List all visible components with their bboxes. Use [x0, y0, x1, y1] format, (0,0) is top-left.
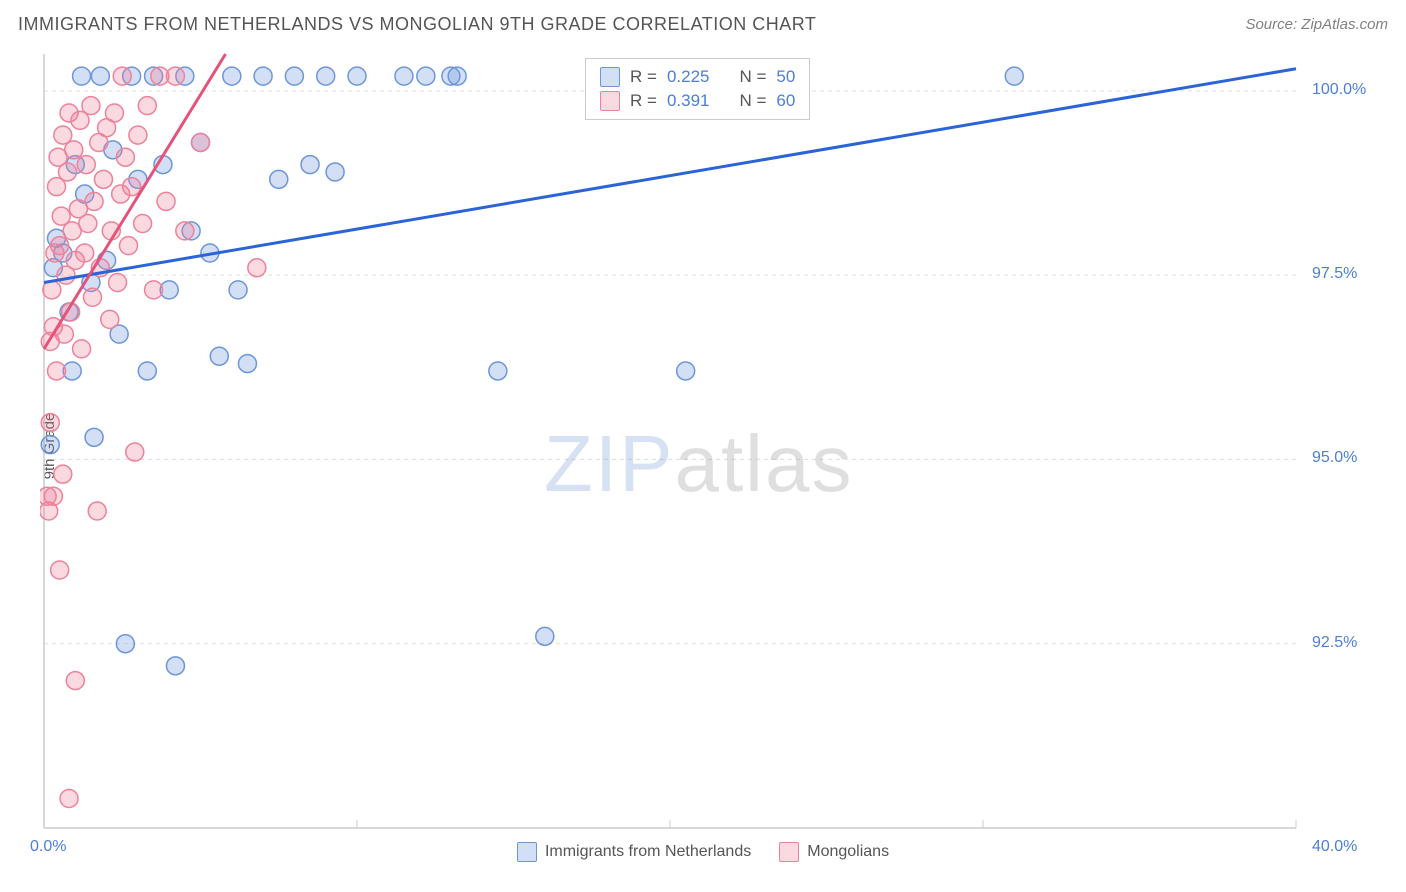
- legend-item-series1: Immigrants from Netherlands: [517, 842, 751, 862]
- header: IMMIGRANTS FROM NETHERLANDS VS MONGOLIAN…: [18, 14, 1388, 35]
- stats-row: R = 0.225 N = 50: [600, 65, 795, 89]
- legend-item-series2: Mongolians: [779, 842, 889, 862]
- legend-swatch-icon: [517, 842, 537, 862]
- chart-area: ZIPatlas R =0.225N =50R =0.391N =60: [40, 50, 1300, 832]
- stats-r-label: R =: [630, 67, 657, 87]
- stats-r-value: 0.391: [667, 91, 710, 111]
- stats-n-label: N =: [739, 91, 766, 111]
- stats-n-value: 60: [776, 91, 795, 111]
- source-attribution: Source: ZipAtlas.com: [1245, 16, 1388, 33]
- y-tick-label: 97.5%: [1312, 265, 1357, 283]
- stats-r-label: R =: [630, 91, 657, 111]
- legend-label: Mongolians: [807, 843, 889, 861]
- stats-n-label: N =: [739, 67, 766, 87]
- stats-swatch-icon: [600, 67, 620, 87]
- scatter-chart-svg: [40, 50, 1300, 832]
- legend-label: Immigrants from Netherlands: [545, 843, 751, 861]
- chart-title: IMMIGRANTS FROM NETHERLANDS VS MONGOLIAN…: [18, 14, 816, 35]
- stats-swatch-icon: [600, 91, 620, 111]
- stats-r-value: 0.225: [667, 67, 710, 87]
- correlation-stats-box: R = 0.225 N = 50 R = 0.391 N = 60: [585, 58, 810, 120]
- legend-swatch-icon: [779, 842, 799, 862]
- y-tick-label: 100.0%: [1312, 81, 1366, 99]
- y-tick-label: 92.5%: [1312, 634, 1357, 652]
- bottom-legend: Immigrants from Netherlands Mongolians: [0, 842, 1406, 862]
- stats-n-value: 50: [776, 67, 795, 87]
- stats-row: R = 0.391 N = 60: [600, 89, 795, 113]
- y-tick-label: 95.0%: [1312, 449, 1357, 467]
